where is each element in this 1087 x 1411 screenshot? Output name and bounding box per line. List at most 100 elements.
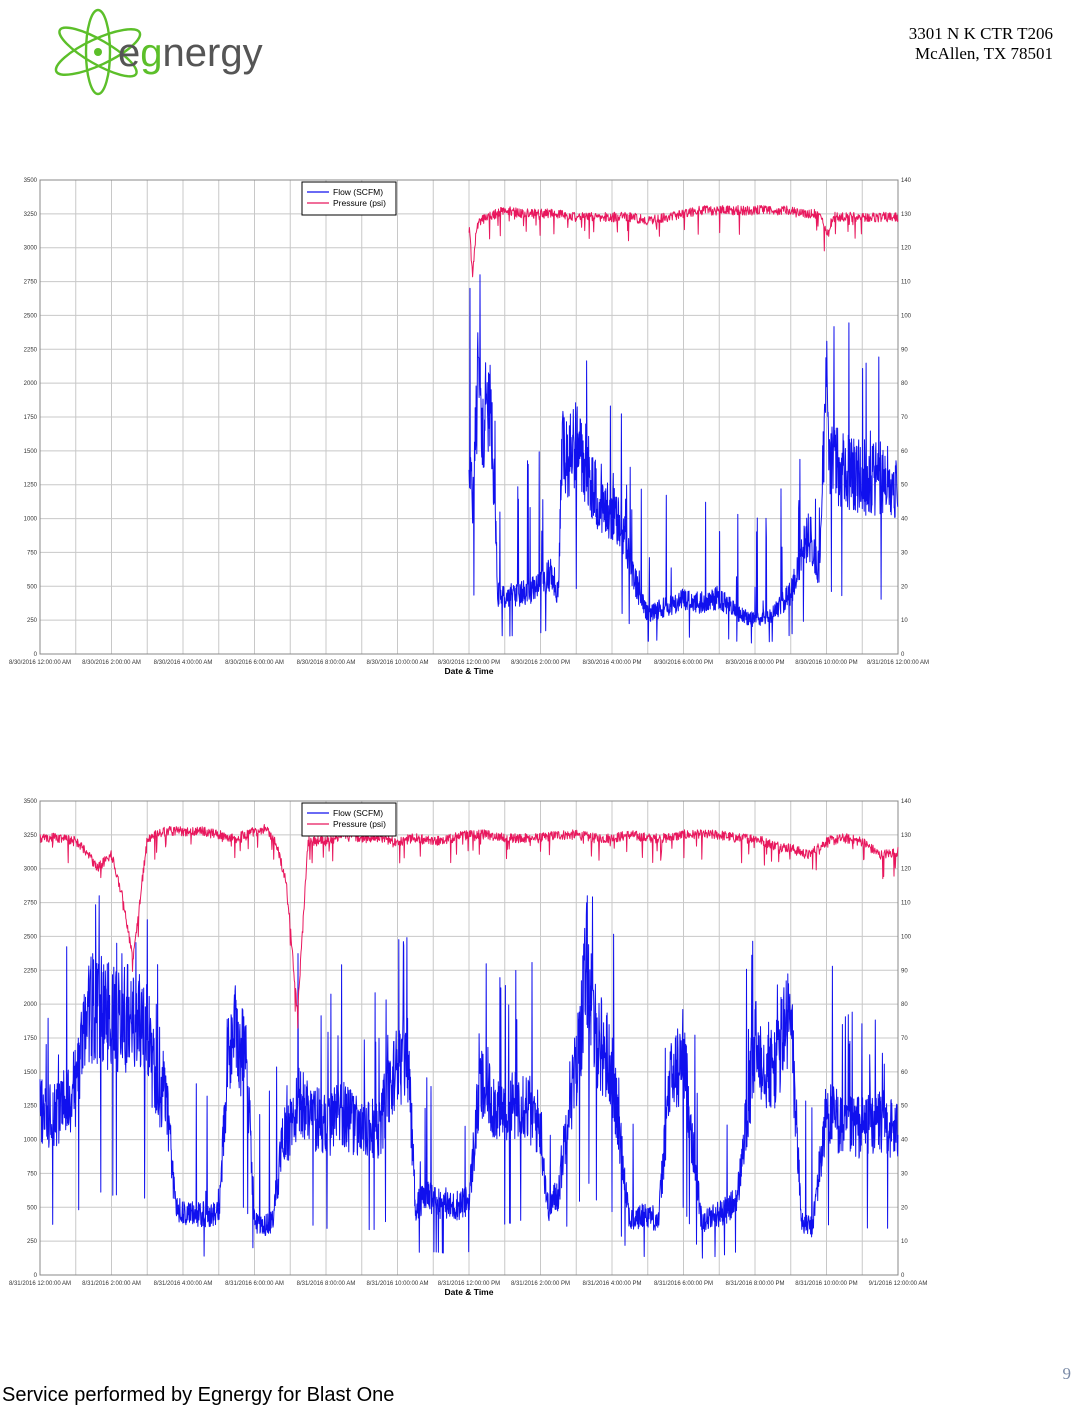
legend-box <box>301 802 397 837</box>
x-axis-label: Date & Time <box>445 666 494 676</box>
y-left-tick-label: 2250 <box>24 347 38 353</box>
y-left-tick-label: 0 <box>34 1273 38 1279</box>
flow-pressure-chart-aug-30: 0 250 500 750 1000 1250 1500 1750 2000 2250 2500 27… <box>0 172 1087 692</box>
x-tick-label: 8/30/2016 10:00:00 AM <box>366 660 428 666</box>
y-right-tick-label: 80 <box>901 1002 908 1008</box>
chart-svg-aug-30: 0250500750100012501500175020002250250027… <box>9 178 929 676</box>
x-tick-label: 8/31/2016 6:00:00 PM <box>654 1281 713 1287</box>
company-logo: egnergy <box>40 0 285 105</box>
address-line-1: 3301 N K CTR T206 <box>908 24 1053 43</box>
y-right-tick-label: 0 <box>901 1273 905 1279</box>
y-right-tick-label: 90 <box>901 968 908 974</box>
y-right-tick-label: 40 <box>901 517 908 523</box>
y-right-tick-label: 0 <box>901 652 905 658</box>
y-right-tick-label: 70 <box>901 1036 908 1042</box>
y-right-tick-label: 110 <box>901 280 911 286</box>
y-left-tick-label: 3000 <box>24 246 38 252</box>
x-tick-label: 8/30/2016 8:00:00 PM <box>725 660 784 666</box>
plot-frame <box>39 179 899 655</box>
y-left-tick-label: 1250 <box>24 1104 38 1110</box>
y-left-tick-label: 1250 <box>24 483 38 489</box>
y-right-tick-label: 10 <box>901 1239 908 1245</box>
y-right-tick-label: 20 <box>901 1205 908 1211</box>
y-left-tick-label: 1000 <box>24 517 38 523</box>
y-right-tick-label: 130 <box>901 833 912 839</box>
grid-lines <box>39 179 899 655</box>
y-left-tick-label: 500 <box>27 584 38 590</box>
page-number: 9 <box>1062 1364 1072 1383</box>
x-tick-label: 8/30/2016 4:00:00 AM <box>154 660 213 666</box>
x-tick-label: 8/31/2016 8:00:00 PM <box>725 1281 784 1287</box>
y-right-tick-label: 130 <box>901 212 912 218</box>
x-tick-label: 8/30/2016 6:00:00 AM <box>225 660 284 666</box>
y-right-tick-label: 70 <box>901 415 908 421</box>
legend-label-pressure: Pressure (psi) <box>333 819 386 829</box>
series-trace-flow <box>39 895 899 1259</box>
y-right-tick-label: 90 <box>901 347 908 353</box>
x-tick-label: 8/30/2016 10:00:00 PM <box>795 660 857 666</box>
x-tick-label: 8/31/2016 8:00:00 AM <box>297 1281 356 1287</box>
chart-legend: Flow (SCFM)Pressure (psi) <box>301 181 397 216</box>
y-right-tick-label: 110 <box>901 901 911 907</box>
x-tick-label: 8/30/2016 12:00:00 AM <box>9 660 71 666</box>
y-right-tick-label: 100 <box>901 313 912 319</box>
chart-legend: Flow (SCFM)Pressure (psi) <box>301 802 397 837</box>
flow-pressure-chart-aug-31: 0 250 500 750 1000 1250 1500 1750 2000 2250 2500 27… <box>0 793 1087 1313</box>
x-tick-label: 8/31/2016 10:00:00 PM <box>795 1281 857 1287</box>
x-tick-label: 8/31/2016 4:00:00 PM <box>582 1281 641 1287</box>
company-address: 3301 N K CTR T206 McAllen, TX 78501 <box>909 24 1053 64</box>
y-right-tick-label: 10 <box>901 618 908 624</box>
y-right-tick-label: 80 <box>901 381 908 387</box>
y-left-tick-label: 0 <box>34 652 38 658</box>
legend-box <box>301 181 397 216</box>
x-tick-label: 8/31/2016 10:00:00 AM <box>366 1281 428 1287</box>
y-right-tick-label: 60 <box>901 1070 908 1076</box>
y-left-tick-label: 2000 <box>24 1002 38 1008</box>
y-right-tick-label: 50 <box>901 483 908 489</box>
x-tick-label: 8/30/2016 2:00:00 AM <box>82 660 141 666</box>
x-tick-label: 8/30/2016 4:00:00 PM <box>582 660 641 666</box>
plot-frame <box>39 800 899 1276</box>
address-line-2: McAllen, TX 78501 <box>914 44 1053 63</box>
y-right-tick-label: 120 <box>901 246 912 252</box>
y-left-tick-label: 3250 <box>24 212 38 218</box>
y-right-tick-label: 30 <box>901 550 908 556</box>
y-left-tick-label: 2750 <box>24 901 38 907</box>
legend-label-flow: Flow (SCFM) <box>333 187 383 197</box>
chart-svg-aug-31: 0250500750100012501500175020002250250027… <box>9 799 927 1297</box>
y-right-tick-label: 40 <box>901 1138 908 1144</box>
y-left-tick-label: 2500 <box>24 313 38 319</box>
y-left-tick-label: 750 <box>27 1171 38 1177</box>
y-left-tick-label: 3250 <box>24 833 38 839</box>
y-left-tick-label: 3500 <box>24 178 38 184</box>
atom-orbits-icon <box>54 8 142 96</box>
y-left-tick-label: 1000 <box>24 1138 38 1144</box>
y-left-tick-label: 2500 <box>24 934 38 940</box>
x-tick-label: 8/30/2016 8:00:00 AM <box>297 660 356 666</box>
y-left-tick-label: 250 <box>27 618 38 624</box>
x-tick-label: 8/30/2016 2:00:00 PM <box>511 660 570 666</box>
y-right-tick-label: 120 <box>901 867 912 873</box>
y-left-tick-label: 500 <box>27 1205 38 1211</box>
series-trace-flow <box>468 274 899 644</box>
x-tick-label: 8/31/2016 12:00:00 PM <box>438 1281 500 1287</box>
x-axis-label: Date & Time <box>445 1287 494 1297</box>
x-tick-label: 8/31/2016 12:00:00 AM <box>9 1281 71 1287</box>
legend-label-flow: Flow (SCFM) <box>333 808 383 818</box>
series-trace-pressure <box>39 824 899 1029</box>
y-left-tick-label: 1500 <box>24 449 38 455</box>
y-right-tick-label: 140 <box>901 178 912 184</box>
y-right-tick-label: 60 <box>901 449 908 455</box>
x-tick-label: 8/31/2016 4:00:00 AM <box>154 1281 213 1287</box>
y-right-tick-label: 140 <box>901 799 912 805</box>
y-left-tick-label: 3000 <box>24 867 38 873</box>
x-tick-label: 8/31/2016 12:00:00 AM <box>867 660 929 666</box>
series-trace-pressure <box>468 205 899 278</box>
egnergy-logo-icon: egnergy <box>54 8 263 96</box>
y-left-tick-label: 3500 <box>24 799 38 805</box>
x-tick-label: 8/31/2016 6:00:00 AM <box>225 1281 284 1287</box>
y-left-tick-label: 1500 <box>24 1070 38 1076</box>
y-left-tick-label: 2000 <box>24 381 38 387</box>
x-tick-label: 8/31/2016 2:00:00 AM <box>82 1281 141 1287</box>
y-left-tick-label: 250 <box>27 1239 38 1245</box>
